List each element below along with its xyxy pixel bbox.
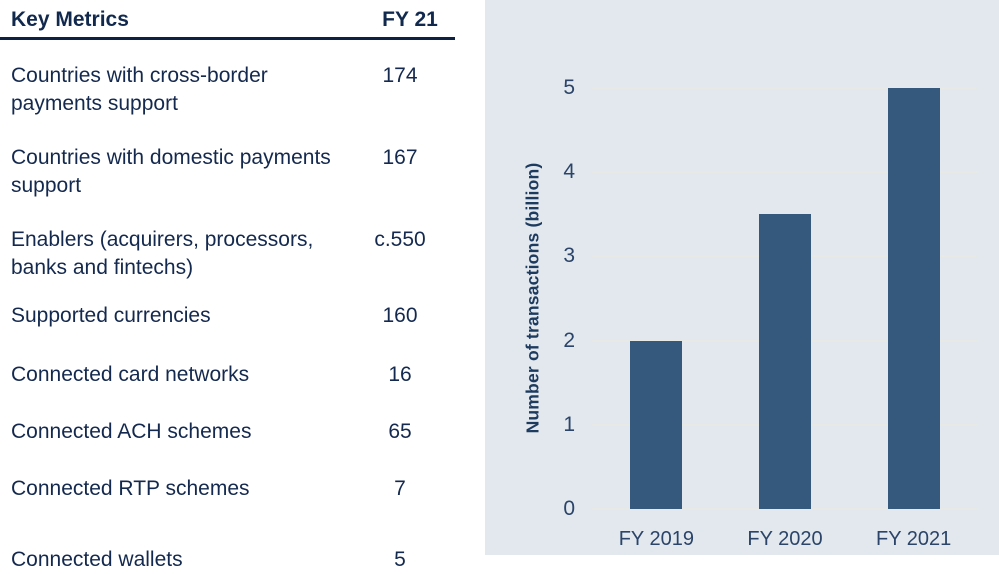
y-tick-label-2: 2 xyxy=(563,328,575,352)
metric-value: 7 xyxy=(394,477,406,500)
table-body: Countries with cross-border payments sup… xyxy=(0,62,485,574)
gridline-0 xyxy=(592,508,978,510)
metric-value: 174 xyxy=(382,64,418,87)
y-axis-title: Number of transactions (billion) xyxy=(522,162,543,434)
metric-label: Connected card networks xyxy=(11,363,250,386)
y-tick-label-1: 1 xyxy=(563,412,575,436)
table-row: Enablers (acquirers, processors, banks a… xyxy=(0,226,485,282)
table-row: Supported currencies 160 xyxy=(0,302,485,330)
table-row: Connected card networks 16 xyxy=(0,361,485,389)
metric-label: Connected wallets xyxy=(11,548,183,571)
metric-label: Supported currencies xyxy=(11,304,211,327)
bar-fy-2019 xyxy=(630,340,683,509)
y-tick-label-4: 4 xyxy=(563,160,575,184)
metric-label: Connected RTP schemes xyxy=(11,477,250,500)
metric-value: 167 xyxy=(382,146,418,169)
table-row: Countries with domestic payments support… xyxy=(0,144,485,200)
key-metrics-table: Key Metrics FY 21 Countries with cross-b… xyxy=(0,0,485,571)
x-tick-label-fy-2020: FY 2020 xyxy=(747,528,823,550)
bar-fy-2020 xyxy=(759,214,811,509)
table-header-value: FY 21 xyxy=(382,8,438,31)
metric-value: c.550 xyxy=(374,228,426,251)
y-tick-label-3: 3 xyxy=(563,244,575,268)
bar-fy-2021 xyxy=(887,88,940,509)
metric-label: Countries with domestic payments support xyxy=(11,146,331,197)
table-row: Countries with cross-border payments sup… xyxy=(0,62,485,118)
metric-label: Connected ACH schemes xyxy=(11,420,252,443)
gridline-4 xyxy=(592,171,978,174)
table-row: Connected wallets 5 xyxy=(0,546,485,574)
table-header-metric: Key Metrics xyxy=(11,8,129,31)
table-row: Connected ACH schemes 65 xyxy=(0,418,485,446)
gridline-5 xyxy=(592,87,978,89)
y-tick-label-0: 0 xyxy=(563,497,575,520)
metric-value: 65 xyxy=(388,420,412,443)
metric-value: 160 xyxy=(382,304,418,327)
table-header-row: Key Metrics FY 21 xyxy=(0,8,455,40)
y-tick-label-5: 5 xyxy=(563,76,575,99)
x-tick-label-fy-2021: FY 2021 xyxy=(876,528,952,550)
metric-value: 5 xyxy=(394,548,406,571)
metric-label: Enablers (acquirers, processors, banks a… xyxy=(11,228,314,279)
metric-label: Countries with cross-border payments sup… xyxy=(11,64,268,115)
transactions-bar-chart: Number of transactions (billion) 0 1 2 3 4 5 F… xyxy=(485,0,999,555)
x-tick-label-fy-2019: FY 2019 xyxy=(618,528,694,550)
table-row: Connected RTP schemes 7 xyxy=(0,475,485,503)
metric-value: 16 xyxy=(388,363,412,386)
